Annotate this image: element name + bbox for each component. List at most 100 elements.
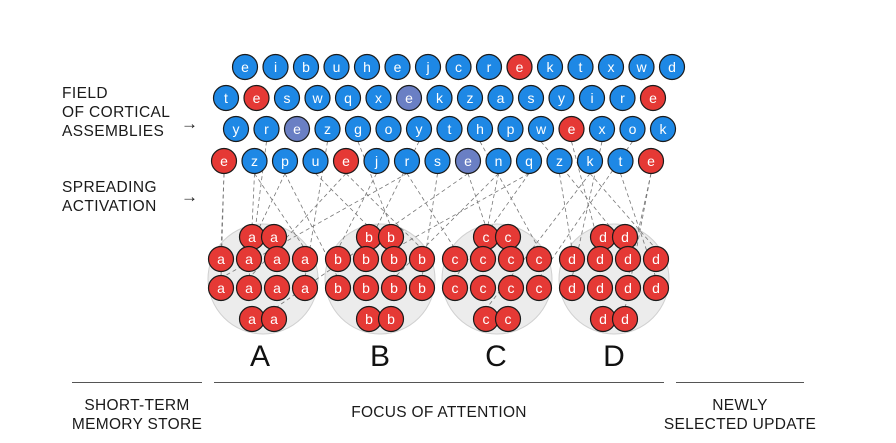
svg-text:e: e [464, 153, 472, 169]
assembly-node: e [332, 147, 360, 175]
svg-text:k: k [587, 153, 595, 169]
assembly-node: e [395, 84, 423, 112]
svg-text:e: e [516, 59, 524, 75]
svg-text:c: c [480, 280, 487, 296]
svg-text:h: h [476, 121, 484, 137]
memory-item-node: d [614, 274, 642, 302]
svg-text:c: c [452, 280, 459, 296]
svg-text:r: r [620, 90, 625, 106]
svg-text:d: d [568, 251, 576, 267]
memory-item-node: d [589, 223, 617, 251]
svg-text:e: e [241, 59, 249, 75]
assembly-node: u [323, 53, 350, 81]
cluster-halo [324, 223, 436, 335]
assembly-node: o [619, 115, 646, 143]
assembly-node: d [658, 53, 686, 81]
svg-text:b: b [418, 251, 426, 267]
assembly-node: r [609, 84, 636, 112]
svg-text:b: b [387, 229, 395, 245]
cluster-halo [558, 223, 670, 335]
memory-item-node: d [558, 274, 586, 302]
memory-item-node: d [642, 274, 670, 302]
assembly-node: w [304, 84, 331, 112]
memory-item-node: c [525, 274, 553, 302]
memory-item-node: d [586, 274, 614, 302]
memory-item-node: b [352, 245, 380, 273]
svg-text:u: u [312, 153, 320, 169]
activation-link [220, 173, 225, 250]
svg-text:a: a [248, 229, 256, 245]
assembly-node: e [639, 84, 667, 112]
svg-text:w: w [311, 90, 323, 106]
assembly-node: i [578, 84, 606, 112]
svg-text:e: e [220, 153, 228, 169]
memory-item-node: c [441, 245, 469, 273]
memory-item-node: a [263, 274, 291, 302]
svg-text:j: j [374, 153, 378, 169]
assembly-node: e [243, 84, 270, 112]
assembly-node: t [436, 115, 463, 143]
svg-text:c: c [505, 229, 512, 245]
svg-text:s: s [434, 153, 441, 169]
svg-text:q: q [525, 153, 533, 169]
svg-text:o: o [385, 121, 393, 137]
svg-text:p: p [507, 121, 515, 137]
svg-text:a: a [217, 251, 225, 267]
memory-item-node: c [525, 245, 553, 273]
assembly-node: y [405, 115, 433, 143]
memory-item-node: c [472, 223, 500, 251]
assembly-node: e [454, 147, 482, 175]
svg-text:g: g [354, 121, 362, 137]
svg-text:d: d [568, 280, 576, 296]
svg-text:e: e [405, 90, 413, 106]
svg-text:s: s [528, 90, 535, 106]
svg-text:i: i [590, 90, 593, 106]
memory-item-node: a [260, 223, 288, 251]
assembly-node: t [607, 147, 634, 175]
assembly-node: p [497, 115, 524, 143]
memory-item-node: d [642, 245, 670, 273]
assembly-node: i [262, 53, 289, 81]
group-b-label: B [369, 340, 390, 373]
assembly-node: z [456, 84, 484, 112]
memory-item-node: c [472, 305, 500, 333]
memory-item-node: c [497, 245, 525, 273]
memory-item-node: c [494, 305, 522, 333]
svg-text:x: x [375, 90, 382, 106]
memory-item-node: d [614, 245, 642, 273]
svg-text:t: t [448, 121, 452, 137]
assembly-node: s [424, 147, 451, 175]
svg-text:a: a [273, 280, 281, 296]
svg-text:d: d [621, 311, 629, 327]
svg-text:a: a [248, 311, 256, 327]
svg-text:c: c [483, 229, 490, 245]
svg-text:c: c [483, 311, 490, 327]
svg-text:r: r [405, 153, 410, 169]
assembly-node: x [365, 84, 392, 112]
svg-text:b: b [390, 280, 398, 296]
group-c-label: C [485, 340, 507, 373]
assembly-node: b [292, 53, 320, 81]
memory-item-node: d [611, 223, 639, 251]
assembly-node: z [241, 147, 268, 175]
memory-item-node: b [380, 274, 408, 302]
svg-text:a: a [301, 280, 309, 296]
svg-text:z: z [467, 90, 474, 106]
svg-text:a: a [217, 280, 225, 296]
cluster-halo [207, 223, 319, 335]
svg-text:s: s [284, 90, 291, 106]
svg-text:b: b [365, 229, 373, 245]
memory-item-node: a [263, 245, 291, 273]
svg-text:b: b [390, 251, 398, 267]
assembly-node: a [487, 84, 514, 112]
svg-text:e: e [647, 153, 655, 169]
assembly-node: j [414, 53, 442, 81]
memory-item-node: a [291, 245, 319, 273]
svg-text:d: d [599, 229, 607, 245]
svg-text:e: e [253, 90, 261, 106]
svg-text:c: c [536, 280, 543, 296]
svg-text:y: y [558, 90, 565, 106]
assembly-node: q [515, 147, 543, 175]
assembly-node: e [283, 115, 311, 143]
